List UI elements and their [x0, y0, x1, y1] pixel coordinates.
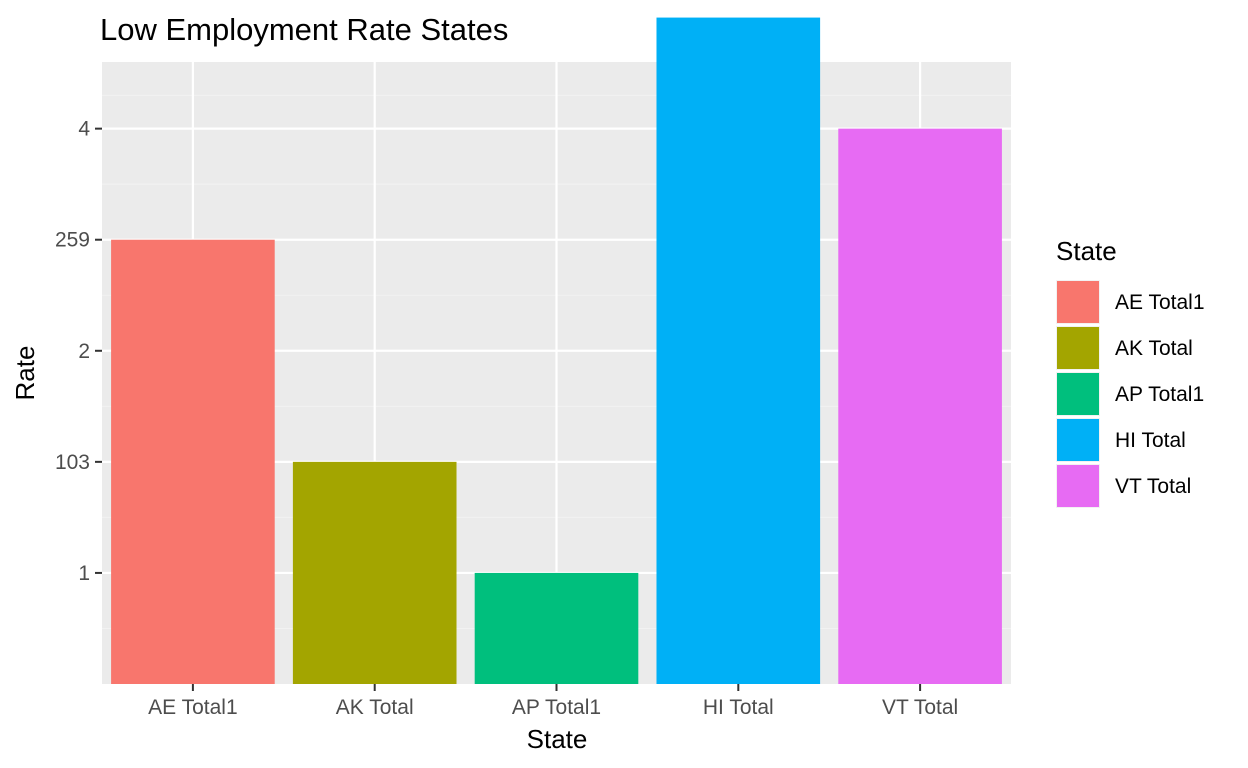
bar	[656, 17, 821, 685]
x-tick-label: HI Total	[703, 696, 774, 719]
y-tick-label: 1	[78, 562, 90, 585]
legend-swatch	[1057, 465, 1099, 507]
x-axis: AE Total1 AK Total AP Total1 HI Total VT Tot…	[148, 684, 958, 719]
bar	[292, 461, 457, 684]
legend-label: AP Total1	[1115, 383, 1204, 406]
y-tick-label: 2	[78, 340, 90, 363]
bar	[838, 128, 1002, 685]
legend-label: AK Total	[1115, 337, 1193, 360]
x-tick-label: VT Total	[882, 696, 958, 719]
x-tick-label: AP Total1	[512, 696, 601, 719]
y-tick-label: 4	[78, 118, 90, 141]
legend-label: HI Total	[1115, 429, 1186, 452]
bar	[474, 572, 639, 684]
legend: State AE Total1 AK Total AP Total1 HI Total…	[1056, 236, 1205, 508]
y-tick-label: 259	[55, 229, 90, 252]
legend-swatch	[1057, 373, 1099, 415]
x-axis-title: State	[527, 724, 588, 754]
legend-swatch	[1057, 327, 1099, 369]
x-tick-label: AE Total1	[148, 696, 238, 719]
legend-swatch	[1057, 281, 1099, 323]
bars	[111, 17, 1002, 685]
legend-label: AE Total1	[1115, 291, 1205, 314]
y-axis-title: Rate	[10, 346, 40, 401]
bar	[111, 239, 275, 684]
y-axis: 1 103 2 259 4	[55, 118, 102, 585]
x-tick-label: AK Total	[336, 696, 414, 719]
legend-label: VT Total	[1115, 475, 1191, 498]
legend-swatch	[1057, 419, 1099, 461]
y-tick-label: 103	[55, 451, 90, 474]
chart-title: Low Employment Rate States	[100, 12, 508, 47]
legend-title: State	[1056, 236, 1117, 266]
